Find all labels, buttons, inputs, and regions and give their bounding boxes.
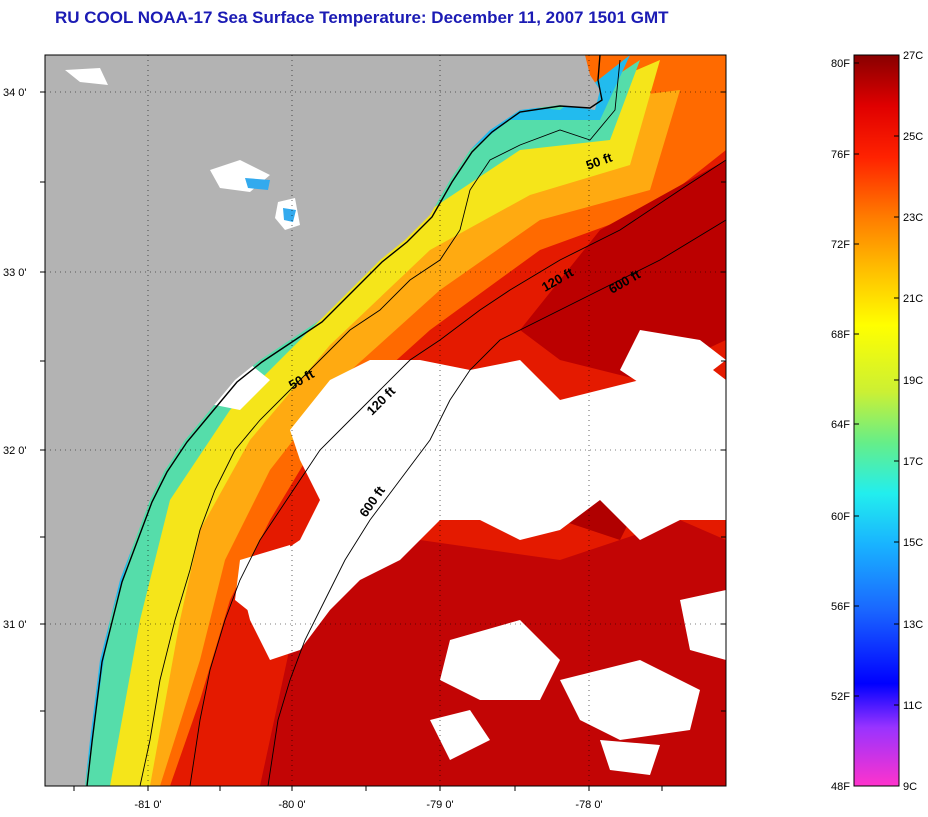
colorbar-c-11: 11C <box>903 700 922 712</box>
lon-label-81: -81 0' <box>134 799 161 811</box>
lon-label-78: -78 0' <box>575 799 602 811</box>
colorbar-c-25: 25C <box>903 131 923 143</box>
colorbar-f-68: 68F <box>831 329 850 341</box>
colorbar-c-15: 15C <box>903 537 923 549</box>
colorbar <box>853 54 900 787</box>
colorbar-f-64: 64F <box>831 419 850 431</box>
colorbar-c-17: 17C <box>903 456 923 468</box>
colorbar-f-56: 56F <box>831 601 850 613</box>
cloud-cover-central <box>240 360 726 660</box>
colorbar-c-13: 13C <box>903 619 923 631</box>
lat-label-34: 34 0' <box>3 87 27 99</box>
map-ticks <box>40 91 726 791</box>
colorbar-f-48: 48F <box>831 781 850 793</box>
colorbar-c-9: 9C <box>903 781 917 793</box>
lake-water-2 <box>283 208 296 222</box>
isobath-50ft <box>139 59 621 786</box>
cloud-patch-6 <box>235 545 300 620</box>
colorbar-f-60: 60F <box>831 511 850 523</box>
colorbar-f-72: 72F <box>831 239 850 251</box>
map-title: RU COOL NOAA-17 Sea Surface Temperature:… <box>55 8 669 27</box>
lake-water-1 <box>245 178 270 190</box>
isobath-600ft <box>267 219 726 786</box>
lat-label-31: 31 0' <box>3 619 27 631</box>
lon-label-79: -79 0' <box>426 799 453 811</box>
cloud-patch-4 <box>430 710 490 760</box>
cloud-patch-1 <box>440 620 560 700</box>
colorbar-f-52: 52F <box>831 691 850 703</box>
lat-label-33: 33 0' <box>3 267 27 279</box>
colorbar-c-27: 27C <box>903 50 923 62</box>
gulf-stream-core-north <box>520 160 726 380</box>
coastline <box>86 55 603 786</box>
cloud-patch-2 <box>560 660 700 740</box>
lat-label-32: 32 0' <box>3 445 27 457</box>
map-area: 50 ft 120 ft 600 ft 50 ft 120 ft 600 ft <box>45 55 726 786</box>
map-frame <box>44 54 727 787</box>
colorbar-ticks <box>854 54 899 706</box>
inland-patch <box>65 68 108 85</box>
colorbar-c-23: 23C <box>903 212 923 224</box>
cloud-cover-east <box>620 330 726 390</box>
isobath-120ft <box>189 159 726 786</box>
colorbar-c-19: 19C <box>903 375 923 387</box>
colorbar-f-76: 76F <box>831 149 850 161</box>
colorbar-f-80: 80F <box>831 58 850 70</box>
graticule <box>45 55 726 786</box>
lon-label-80: -80 0' <box>278 799 305 811</box>
cloud-patch-3 <box>680 590 726 660</box>
cloud-patch-5 <box>600 740 660 775</box>
colorbar-c-21: 21C <box>903 293 923 305</box>
land-mass <box>45 55 600 786</box>
